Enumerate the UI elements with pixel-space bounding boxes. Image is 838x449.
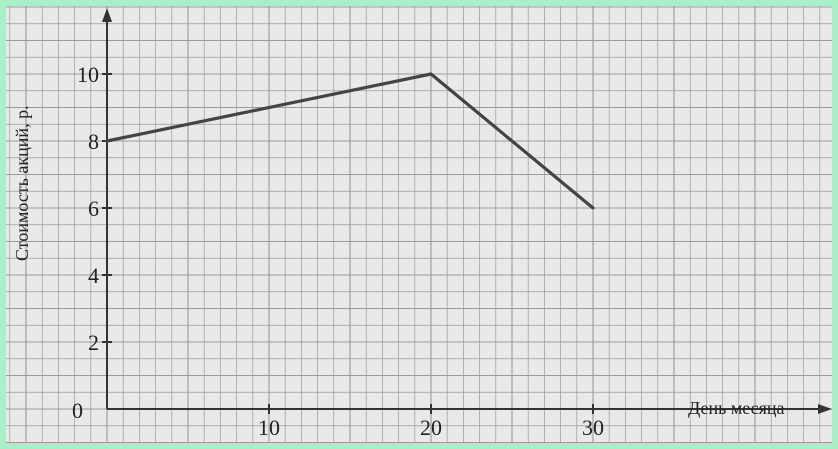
y-tick-label: 2 xyxy=(88,330,99,355)
ticks: 2 4 6 8 10 10 20 30 xyxy=(77,62,604,440)
x-axis-label: День месяца xyxy=(688,398,785,418)
y-tick-label: 6 xyxy=(88,196,99,221)
y-tick-label: 8 xyxy=(88,129,99,154)
grid xyxy=(6,6,832,443)
origin-label: 0 xyxy=(72,398,83,423)
data-point xyxy=(105,139,109,143)
x-tick-label: 10 xyxy=(258,415,280,440)
y-tick-label: 10 xyxy=(77,62,99,87)
y-tick-label: 4 xyxy=(88,263,99,288)
data-point xyxy=(429,72,433,76)
x-tick-label: 20 xyxy=(420,415,442,440)
line-chart: 2 4 6 8 10 10 20 30 День месяца Стоимость акций… xyxy=(6,6,832,443)
data-point xyxy=(591,206,595,210)
y-axis-label: Стоимость акций, р. xyxy=(12,105,32,261)
axes xyxy=(102,8,832,414)
x-axis-arrow xyxy=(818,404,832,414)
y-axis-arrow xyxy=(102,8,112,22)
chart-frame: 2 4 6 8 10 10 20 30 День месяца Стоимость акций… xyxy=(6,6,832,443)
x-tick-label: 30 xyxy=(582,415,604,440)
series xyxy=(105,72,595,210)
